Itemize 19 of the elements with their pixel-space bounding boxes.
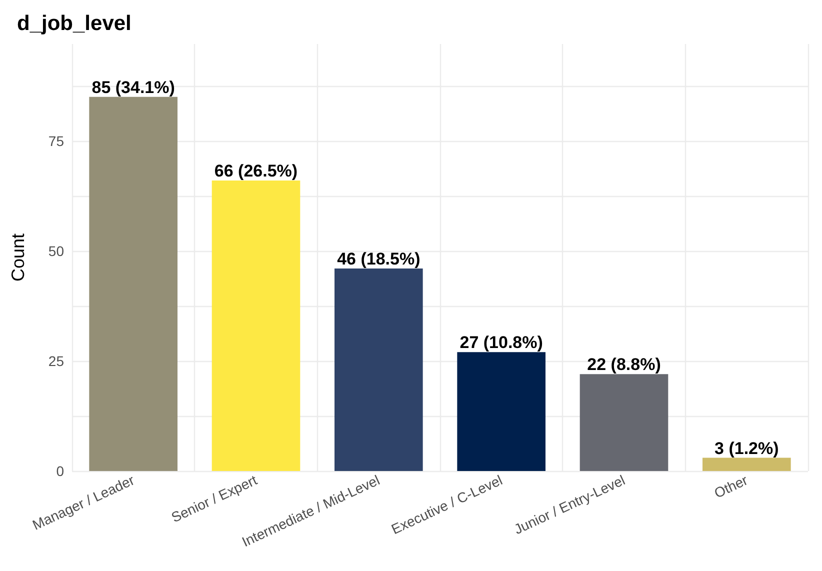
y-tick-label: 25 bbox=[48, 352, 64, 369]
y-tick-label: 0 bbox=[56, 463, 64, 479]
data-label: 85 (34.1%) bbox=[92, 78, 175, 97]
bar bbox=[702, 458, 791, 471]
bar bbox=[580, 374, 668, 471]
bar bbox=[457, 352, 546, 471]
bar bbox=[212, 180, 300, 471]
x-tick-label: Other bbox=[712, 472, 750, 502]
data-label: 27 (10.8%) bbox=[460, 333, 543, 352]
data-label: 46 (18.5%) bbox=[337, 250, 420, 269]
bar bbox=[334, 268, 423, 471]
y-tick-label: 50 bbox=[48, 242, 64, 259]
y-tick-label: 75 bbox=[48, 132, 64, 149]
data-label: 22 (8.8%) bbox=[587, 355, 661, 374]
data-label: 3 (1.2%) bbox=[714, 438, 779, 458]
y-axis-title: Count bbox=[8, 233, 28, 282]
bar bbox=[89, 96, 178, 471]
data-label: 66 (26.5%) bbox=[214, 161, 298, 180]
chart-title: d_job_level bbox=[17, 12, 132, 35]
